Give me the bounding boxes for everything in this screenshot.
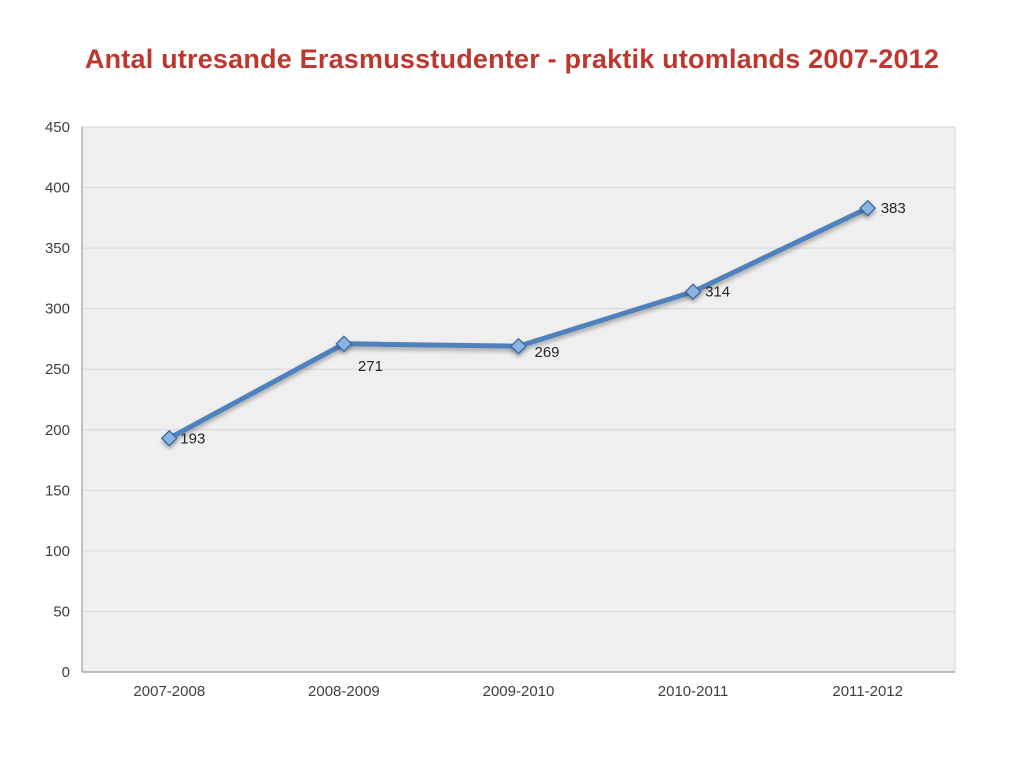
data-point-marker <box>335 335 353 353</box>
data-point-label: 314 <box>705 284 730 301</box>
plot-area <box>81 126 956 673</box>
y-axis-tick-label: 350 <box>45 240 70 257</box>
y-axis-tick-label: 0 <box>62 664 70 681</box>
y-axis-tick-label: 100 <box>45 543 70 560</box>
data-point-marker <box>684 283 702 301</box>
data-point-marker <box>160 429 178 447</box>
y-axis-tick-label: 250 <box>45 361 70 378</box>
x-axis-category-label: 2007-2008 <box>133 683 205 700</box>
data-point-label: 383 <box>881 200 906 217</box>
y-axis-tick-label: 450 <box>45 119 70 136</box>
y-axis-tick-label: 300 <box>45 301 70 318</box>
y-axis-tick-label: 200 <box>45 422 70 439</box>
y-axis-tick-label: 400 <box>45 180 70 197</box>
x-axis-category-label: 2010-2011 <box>658 683 729 700</box>
y-axis-tick-label: 50 <box>53 603 70 620</box>
data-point-marker <box>859 199 877 217</box>
x-axis-category-label: 2008-2009 <box>308 683 380 700</box>
data-point-label: 193 <box>180 430 205 447</box>
data-point-label: 269 <box>535 344 560 361</box>
data-point-label: 271 <box>358 358 383 375</box>
x-axis-category-label: 2011-2012 <box>832 683 903 700</box>
data-point-marker <box>510 337 527 355</box>
x-axis-category-label: 2009-2010 <box>483 683 555 700</box>
chart-title: Antal utresande Erasmusstudenter - prakt… <box>84 44 940 74</box>
y-axis-tick-label: 150 <box>45 482 70 499</box>
